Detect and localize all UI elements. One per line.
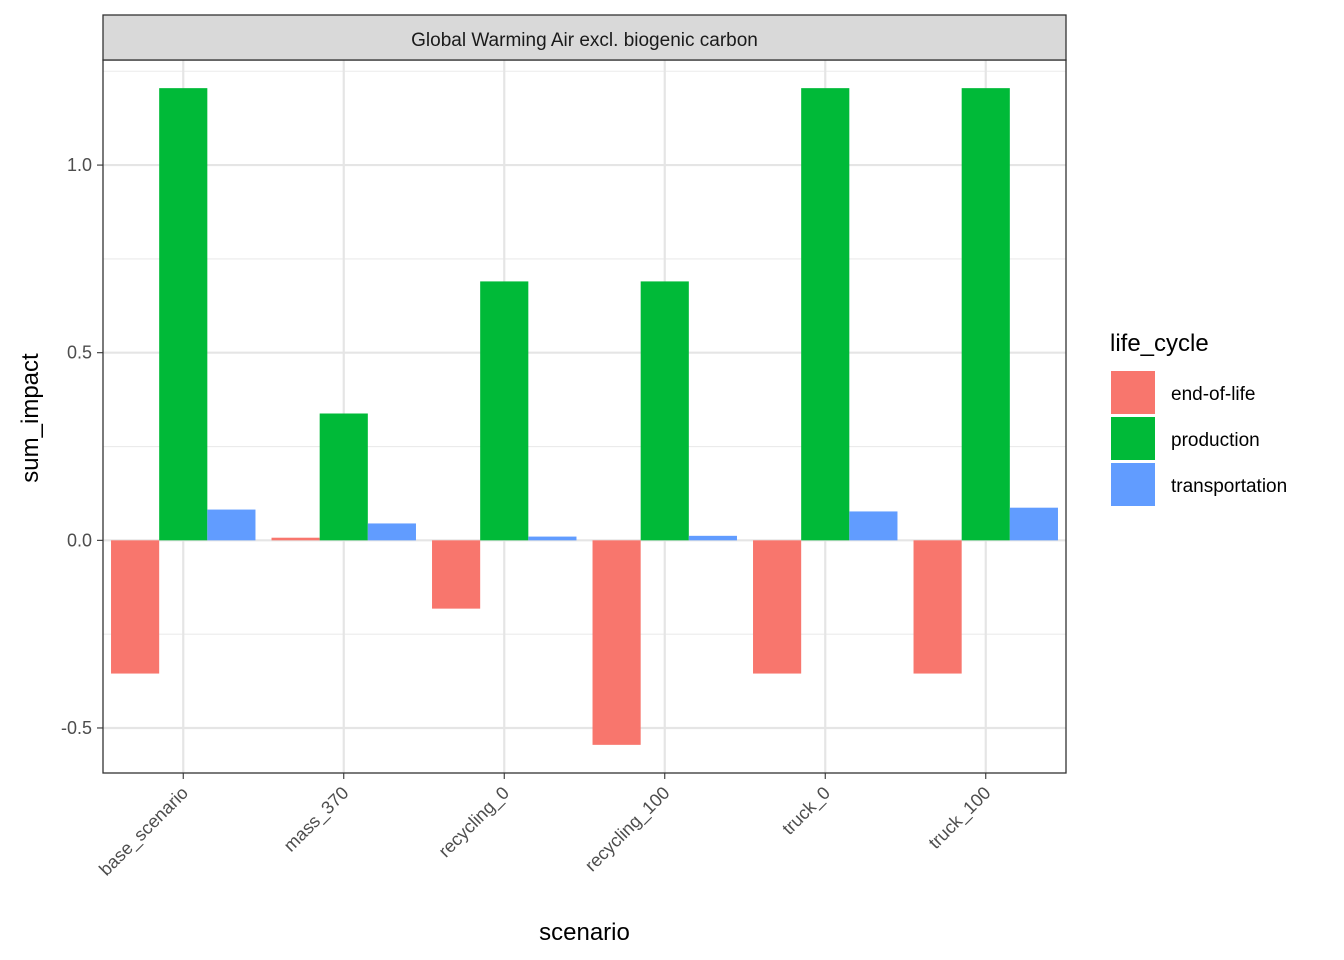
bar-transportation-recycling_0 xyxy=(528,536,577,541)
bar-production-truck_0 xyxy=(801,88,850,541)
bar-production-truck_100 xyxy=(961,88,1010,541)
facet-strip-background xyxy=(102,14,1067,61)
legend-key-transportation xyxy=(1111,463,1155,506)
bar-end-of-life-truck_100 xyxy=(913,540,962,674)
x-tick-label: truck_100 xyxy=(925,783,996,854)
bar-transportation-truck_100 xyxy=(1009,507,1058,541)
facet-strip: Global Warming Air excl. biogenic carbon xyxy=(102,14,1067,61)
bars xyxy=(111,88,1058,745)
bar-production-recycling_100 xyxy=(640,281,689,541)
x-axis: base_scenario mass_370 recycling_0 recyclin… xyxy=(95,773,995,880)
y-axis-title: sum_impact xyxy=(17,353,44,483)
y-tick-label: 0.0 xyxy=(67,530,92,550)
bar-end-of-life-truck_0 xyxy=(753,540,802,674)
legend-key-end-of-life xyxy=(1111,371,1155,414)
panel-background xyxy=(103,60,1066,773)
bar-end-of-life-base_scenario xyxy=(111,540,160,674)
bar-production-mass_370 xyxy=(319,413,368,541)
facet-title: Global Warming Air excl. biogenic carbon xyxy=(411,30,758,51)
legend-label: end-of-life xyxy=(1171,384,1256,405)
bar-end-of-life-mass_370 xyxy=(271,537,320,541)
legend: life_cycle end-of-life production transpor… xyxy=(1110,330,1287,506)
bar-transportation-recycling_100 xyxy=(688,535,737,541)
y-axis: -0.5 0.0 0.5 1.0 xyxy=(61,155,103,738)
x-tick-label: recycling_0 xyxy=(435,783,514,862)
bar-transportation-base_scenario xyxy=(207,509,256,541)
x-tick-label: recycling_100 xyxy=(581,783,674,876)
x-tick-label: truck_0 xyxy=(778,783,835,840)
bar-end-of-life-recycling_0 xyxy=(432,540,481,609)
x-tick-label: mass_370 xyxy=(280,783,354,857)
y-tick-label: -0.5 xyxy=(61,718,92,738)
legend-key-production xyxy=(1111,417,1155,460)
y-tick-label: 1.0 xyxy=(67,155,92,175)
x-axis-title: scenario xyxy=(539,919,630,946)
legend-title: life_cycle xyxy=(1110,330,1209,357)
bar-transportation-mass_370 xyxy=(367,523,416,541)
y-tick-label: 0.5 xyxy=(67,343,92,363)
bar-end-of-life-recycling_100 xyxy=(592,540,641,745)
bar-production-base_scenario xyxy=(159,88,208,541)
bar-transportation-truck_0 xyxy=(849,511,898,541)
x-tick-label: base_scenario xyxy=(95,783,193,881)
legend-label: transportation xyxy=(1171,476,1287,497)
legend-label: production xyxy=(1171,430,1260,451)
bar-production-recycling_0 xyxy=(480,281,529,541)
